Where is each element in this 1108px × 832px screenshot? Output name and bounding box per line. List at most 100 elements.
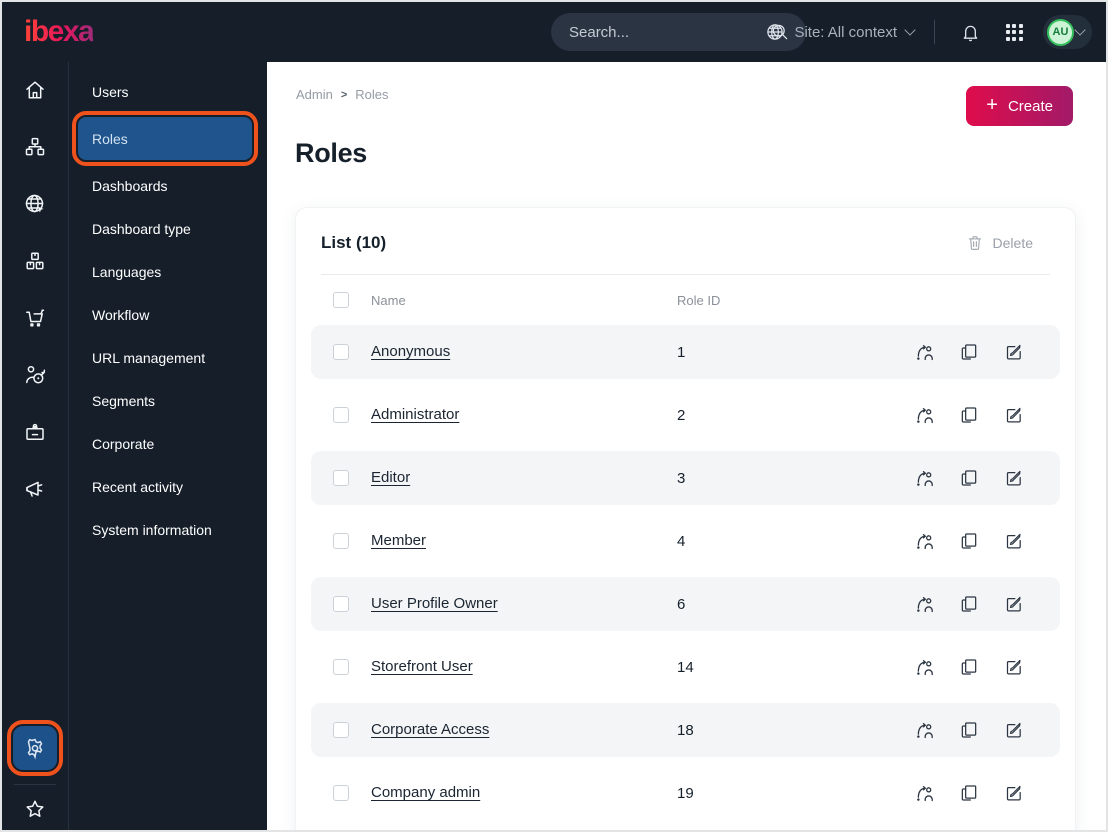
home-icon[interactable] (23, 78, 47, 102)
role-id-value: 19 (677, 784, 694, 802)
site-context-selector[interactable]: Site: All context (765, 22, 916, 42)
site-globe-icon[interactable] (23, 192, 47, 216)
icon-rail-top (23, 78, 47, 501)
edit-icon[interactable] (1003, 656, 1025, 678)
bookmarks-star-icon[interactable] (23, 797, 47, 821)
topbar-right-controls: Site: All context AU (765, 2, 1092, 62)
create-button-label: Create (1007, 97, 1053, 115)
edit-icon[interactable] (1003, 404, 1025, 426)
breadcrumb-admin[interactable]: Admin (296, 87, 333, 102)
trash-icon (968, 236, 981, 250)
edit-icon[interactable] (1003, 467, 1025, 489)
row-checkbox[interactable] (333, 659, 349, 675)
role-name-link[interactable]: Company admin (371, 784, 481, 801)
row-checkbox[interactable] (333, 533, 349, 549)
row-actions (913, 404, 1025, 426)
sidebar-item[interactable]: Corporate (78, 422, 252, 465)
app-grid-icon[interactable] (999, 17, 1029, 47)
row-actions (913, 341, 1025, 363)
role-name-link[interactable]: Member (371, 532, 427, 549)
products-boxes-icon[interactable] (23, 249, 47, 273)
sidebar-item[interactable]: Dashboard type (78, 207, 252, 250)
select-all-checkbox[interactable] (333, 292, 349, 308)
sidebar-item[interactable]: Languages (78, 250, 252, 293)
breadcrumb-roles[interactable]: Roles (355, 87, 389, 102)
content-tree-icon[interactable] (23, 135, 47, 159)
role-name-link[interactable]: Anonymous (371, 343, 451, 360)
column-header-role-id: Role ID (677, 292, 721, 308)
sidebar-item[interactable]: Dashboards (78, 164, 252, 207)
sidebar-item-label: Dashboards (92, 177, 168, 194)
edit-icon[interactable] (1003, 341, 1025, 363)
assign-users-icon[interactable] (913, 656, 935, 678)
site-context-label: Site: All context (794, 23, 897, 41)
role-id-value: 18 (677, 721, 694, 739)
role-name-link[interactable]: Corporate Access (371, 721, 490, 738)
row-checkbox[interactable] (333, 344, 349, 360)
sidebar-item-label: Roles (92, 130, 128, 147)
personalization-target-icon[interactable] (23, 363, 47, 387)
column-header-name: Name (371, 292, 406, 308)
row-checkbox[interactable] (333, 470, 349, 486)
roles-table-body: Anonymous 1 (311, 325, 1060, 820)
role-name-link[interactable]: Editor (371, 469, 411, 486)
corporate-badge-icon[interactable] (23, 420, 47, 444)
assign-users-icon[interactable] (913, 404, 935, 426)
sidebar-item[interactable]: Segments (78, 379, 252, 422)
create-button[interactable]: + Create (966, 86, 1073, 126)
assign-users-icon[interactable] (913, 593, 935, 615)
table-row: Member 4 (311, 514, 1060, 568)
assign-users-icon[interactable] (913, 719, 935, 741)
copy-icon[interactable] (958, 593, 980, 615)
row-checkbox[interactable] (333, 596, 349, 612)
row-checkbox[interactable] (333, 407, 349, 423)
sidebar-item-label: Segments (92, 392, 156, 409)
marketing-megaphone-icon[interactable] (23, 477, 47, 501)
global-search[interactable] (551, 13, 806, 51)
commerce-cart-icon[interactable] (23, 306, 47, 330)
assign-users-icon[interactable] (913, 467, 935, 489)
role-id-value: 1 (677, 343, 686, 361)
copy-icon[interactable] (958, 719, 980, 741)
edit-icon[interactable] (1003, 530, 1025, 552)
sidebar-item[interactable]: Workflow (78, 293, 252, 336)
row-actions (913, 719, 1025, 741)
sidebar-item-label: Corporate (92, 435, 155, 452)
sidebar-item[interactable]: Recent activity (78, 465, 252, 508)
role-id-value: 3 (677, 469, 686, 487)
sidebar-item[interactable]: System information (78, 508, 252, 551)
assign-users-icon[interactable] (913, 341, 935, 363)
role-name-link[interactable]: Administrator (371, 406, 460, 423)
sidebar-item[interactable]: URL management (78, 336, 252, 379)
edit-icon[interactable] (1003, 782, 1025, 804)
row-actions (913, 782, 1025, 804)
copy-icon[interactable] (958, 530, 980, 552)
copy-icon[interactable] (958, 782, 980, 804)
bell-icon[interactable] (955, 17, 985, 47)
sidebar-item[interactable]: Users (78, 70, 252, 113)
chevron-down-icon (904, 24, 916, 36)
copy-icon[interactable] (958, 341, 980, 363)
admin-gear-button[interactable] (7, 720, 63, 776)
delete-button[interactable]: Delete (966, 234, 1033, 252)
role-name-link[interactable]: Storefront User (371, 658, 473, 675)
edit-icon[interactable] (1003, 719, 1025, 741)
role-name-link[interactable]: User Profile Owner (371, 595, 498, 612)
chevron-down-icon (1074, 24, 1086, 36)
edit-icon[interactable] (1003, 593, 1025, 615)
row-checkbox[interactable] (333, 722, 349, 738)
row-checkbox[interactable] (333, 785, 349, 801)
user-menu[interactable]: AU (1043, 15, 1092, 49)
copy-icon[interactable] (958, 467, 980, 489)
copy-icon[interactable] (958, 656, 980, 678)
sidebar-item-label: Languages (92, 263, 162, 280)
avatar[interactable]: AU (1047, 18, 1074, 46)
ibexa-logo[interactable]: ibexa (24, 15, 95, 48)
assign-users-icon[interactable] (913, 782, 935, 804)
copy-icon[interactable] (958, 404, 980, 426)
search-input[interactable] (569, 23, 768, 41)
assign-users-icon[interactable] (913, 530, 935, 552)
sidebar-item[interactable]: Roles (72, 111, 258, 166)
table-row: Administrator 2 (311, 388, 1060, 442)
